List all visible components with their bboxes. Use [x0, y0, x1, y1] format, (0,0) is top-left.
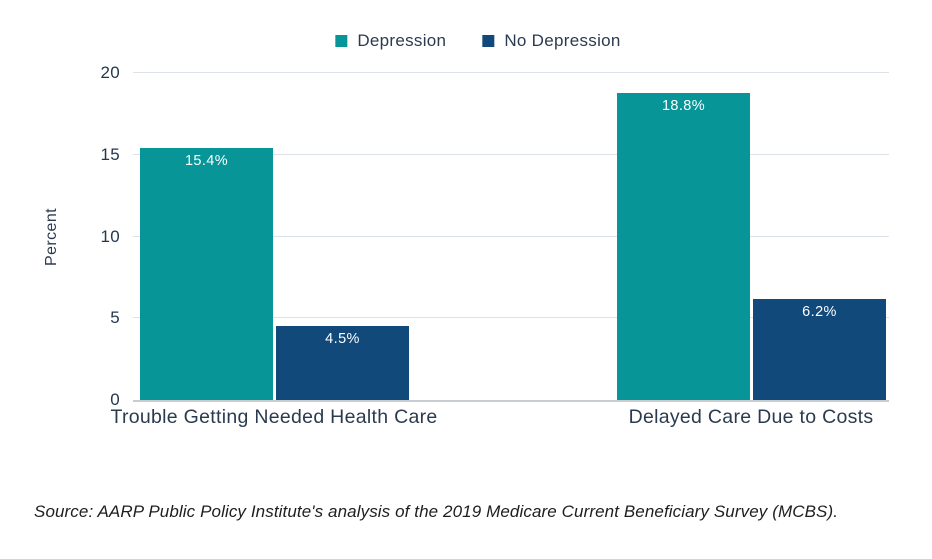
source-note: Source: AARP Public Policy Institute's a… [34, 502, 839, 521]
bar-no-depression-1: 6.2% [753, 298, 886, 400]
legend-label-depression: Depression [357, 31, 447, 50]
x-category-label-delayed-care: Delayed Care Due to Costs [628, 406, 874, 428]
legend-item-no-depression: No Depression [482, 31, 620, 51]
legend-item-depression: Depression [335, 31, 446, 51]
gridline-5 [133, 317, 889, 319]
legend-swatch-depression-icon [335, 35, 348, 47]
y-tick-label-15: 15 [100, 144, 120, 164]
bar-no-depression-0: 4.5% [276, 326, 409, 400]
y-axis-ticks: 0 5 10 15 20 [0, 63, 120, 409]
y-tick-label-5: 5 [110, 308, 120, 328]
x-category-label-trouble-getting-care: Trouble Getting Needed Health Care [110, 406, 438, 428]
plot-area: 15.4% 4.5% 18.8% 6.2% [133, 72, 889, 402]
bar-value-label: 4.5% [325, 331, 360, 348]
bar-group-1: 18.8% 6.2% [617, 73, 886, 400]
bar-value-label: 18.8% [661, 97, 706, 114]
bar-depression-0: 15.4% [140, 148, 273, 400]
y-tick-label-0: 0 [110, 390, 120, 409]
gridline-10 [133, 235, 889, 237]
legend-swatch-no-depression-icon [482, 35, 495, 47]
legend-label-no-depression: No Depression [504, 31, 621, 50]
chart-legend: Depression No Depression [335, 31, 620, 51]
y-tick-label-20: 20 [100, 63, 120, 82]
bar-depression-1: 18.8% [617, 92, 750, 400]
gridline-15 [133, 153, 889, 155]
bar-value-label: 6.2% [802, 303, 837, 320]
bar-value-label: 15.4% [184, 153, 229, 170]
bar-group-0: 15.4% 4.5% [140, 73, 409, 400]
y-tick-label-10: 10 [100, 226, 120, 246]
gridline-20 [133, 72, 889, 73]
bar-series-container: 15.4% 4.5% 18.8% 6.2% [133, 73, 889, 400]
